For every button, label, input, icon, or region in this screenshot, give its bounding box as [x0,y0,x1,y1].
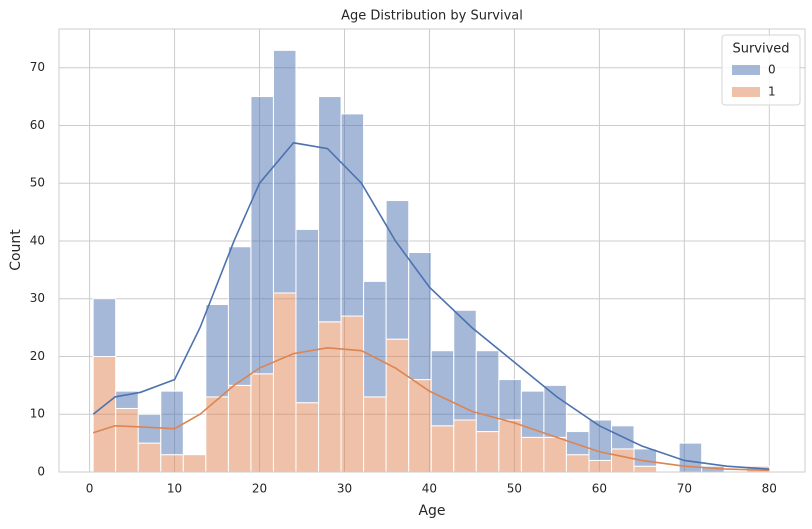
bar [92,298,117,357]
bar [408,252,432,381]
bar [137,442,162,473]
legend: Survived 0 1 [721,34,801,106]
bar [250,96,274,375]
bar [115,407,139,473]
bar [543,436,567,473]
legend-swatch [732,65,760,75]
y-tick-label: 30 [30,291,45,305]
legend-label: 0 [768,63,776,77]
y-tick-label: 60 [30,118,45,132]
chart-title: Age Distribution by Survival [341,9,523,24]
bar [543,384,567,438]
bar [318,321,342,473]
bar [475,350,500,433]
bar [205,304,229,398]
x-tick-label: 0 [86,482,94,496]
y-tick-label: 10 [30,407,45,421]
bar [160,390,184,456]
bars [92,49,770,473]
y-tick-label: 20 [30,349,45,363]
y-tick-label: 70 [30,60,45,74]
bar [453,419,477,473]
bar [363,280,387,398]
bar [160,454,184,473]
bar [92,355,117,473]
bar [430,425,455,473]
kde-line [92,347,770,472]
legend-swatch [732,87,760,97]
bar [182,454,207,473]
bar [408,379,432,473]
bar [295,228,320,404]
bar [498,419,522,473]
x-tick-label: 50 [507,482,522,496]
bar [588,459,613,473]
kde-lines [92,141,770,472]
bar [340,113,365,317]
x-tick-label: 60 [592,482,607,496]
x-tick-label: 70 [677,482,692,496]
x-tick-label: 20 [252,482,267,496]
bar [520,390,545,438]
bar [137,413,162,444]
bar [498,379,522,421]
legend-title: Survived [732,42,789,57]
x-tick-label: 30 [337,482,352,496]
x-tick-label: 80 [762,482,777,496]
plot-frame [58,28,806,473]
bar [272,49,297,294]
bar [227,246,252,386]
bar [633,448,658,467]
bar [611,448,635,473]
bar [295,402,320,473]
bar [385,338,410,473]
bar [430,350,455,427]
bar [363,396,387,473]
bar [565,431,590,456]
bar [633,465,658,473]
legend-label: 1 [768,85,776,99]
bar [340,315,365,473]
bar [520,436,545,473]
bar [565,454,590,473]
y-axis-label: Count [8,229,24,271]
bar [318,96,342,323]
bar [475,431,500,473]
y-tick-label: 0 [37,465,45,479]
bar [272,292,297,473]
bar [205,396,229,473]
kde-line [92,141,770,470]
x-tick-label: 10 [167,482,182,496]
y-tick-label: 40 [30,233,45,247]
bar [227,384,252,473]
bar [250,373,274,473]
x-tick-label: 40 [422,482,437,496]
bar [385,200,410,340]
x-axis-label: Age [418,503,445,519]
y-tick-label: 50 [30,176,45,190]
